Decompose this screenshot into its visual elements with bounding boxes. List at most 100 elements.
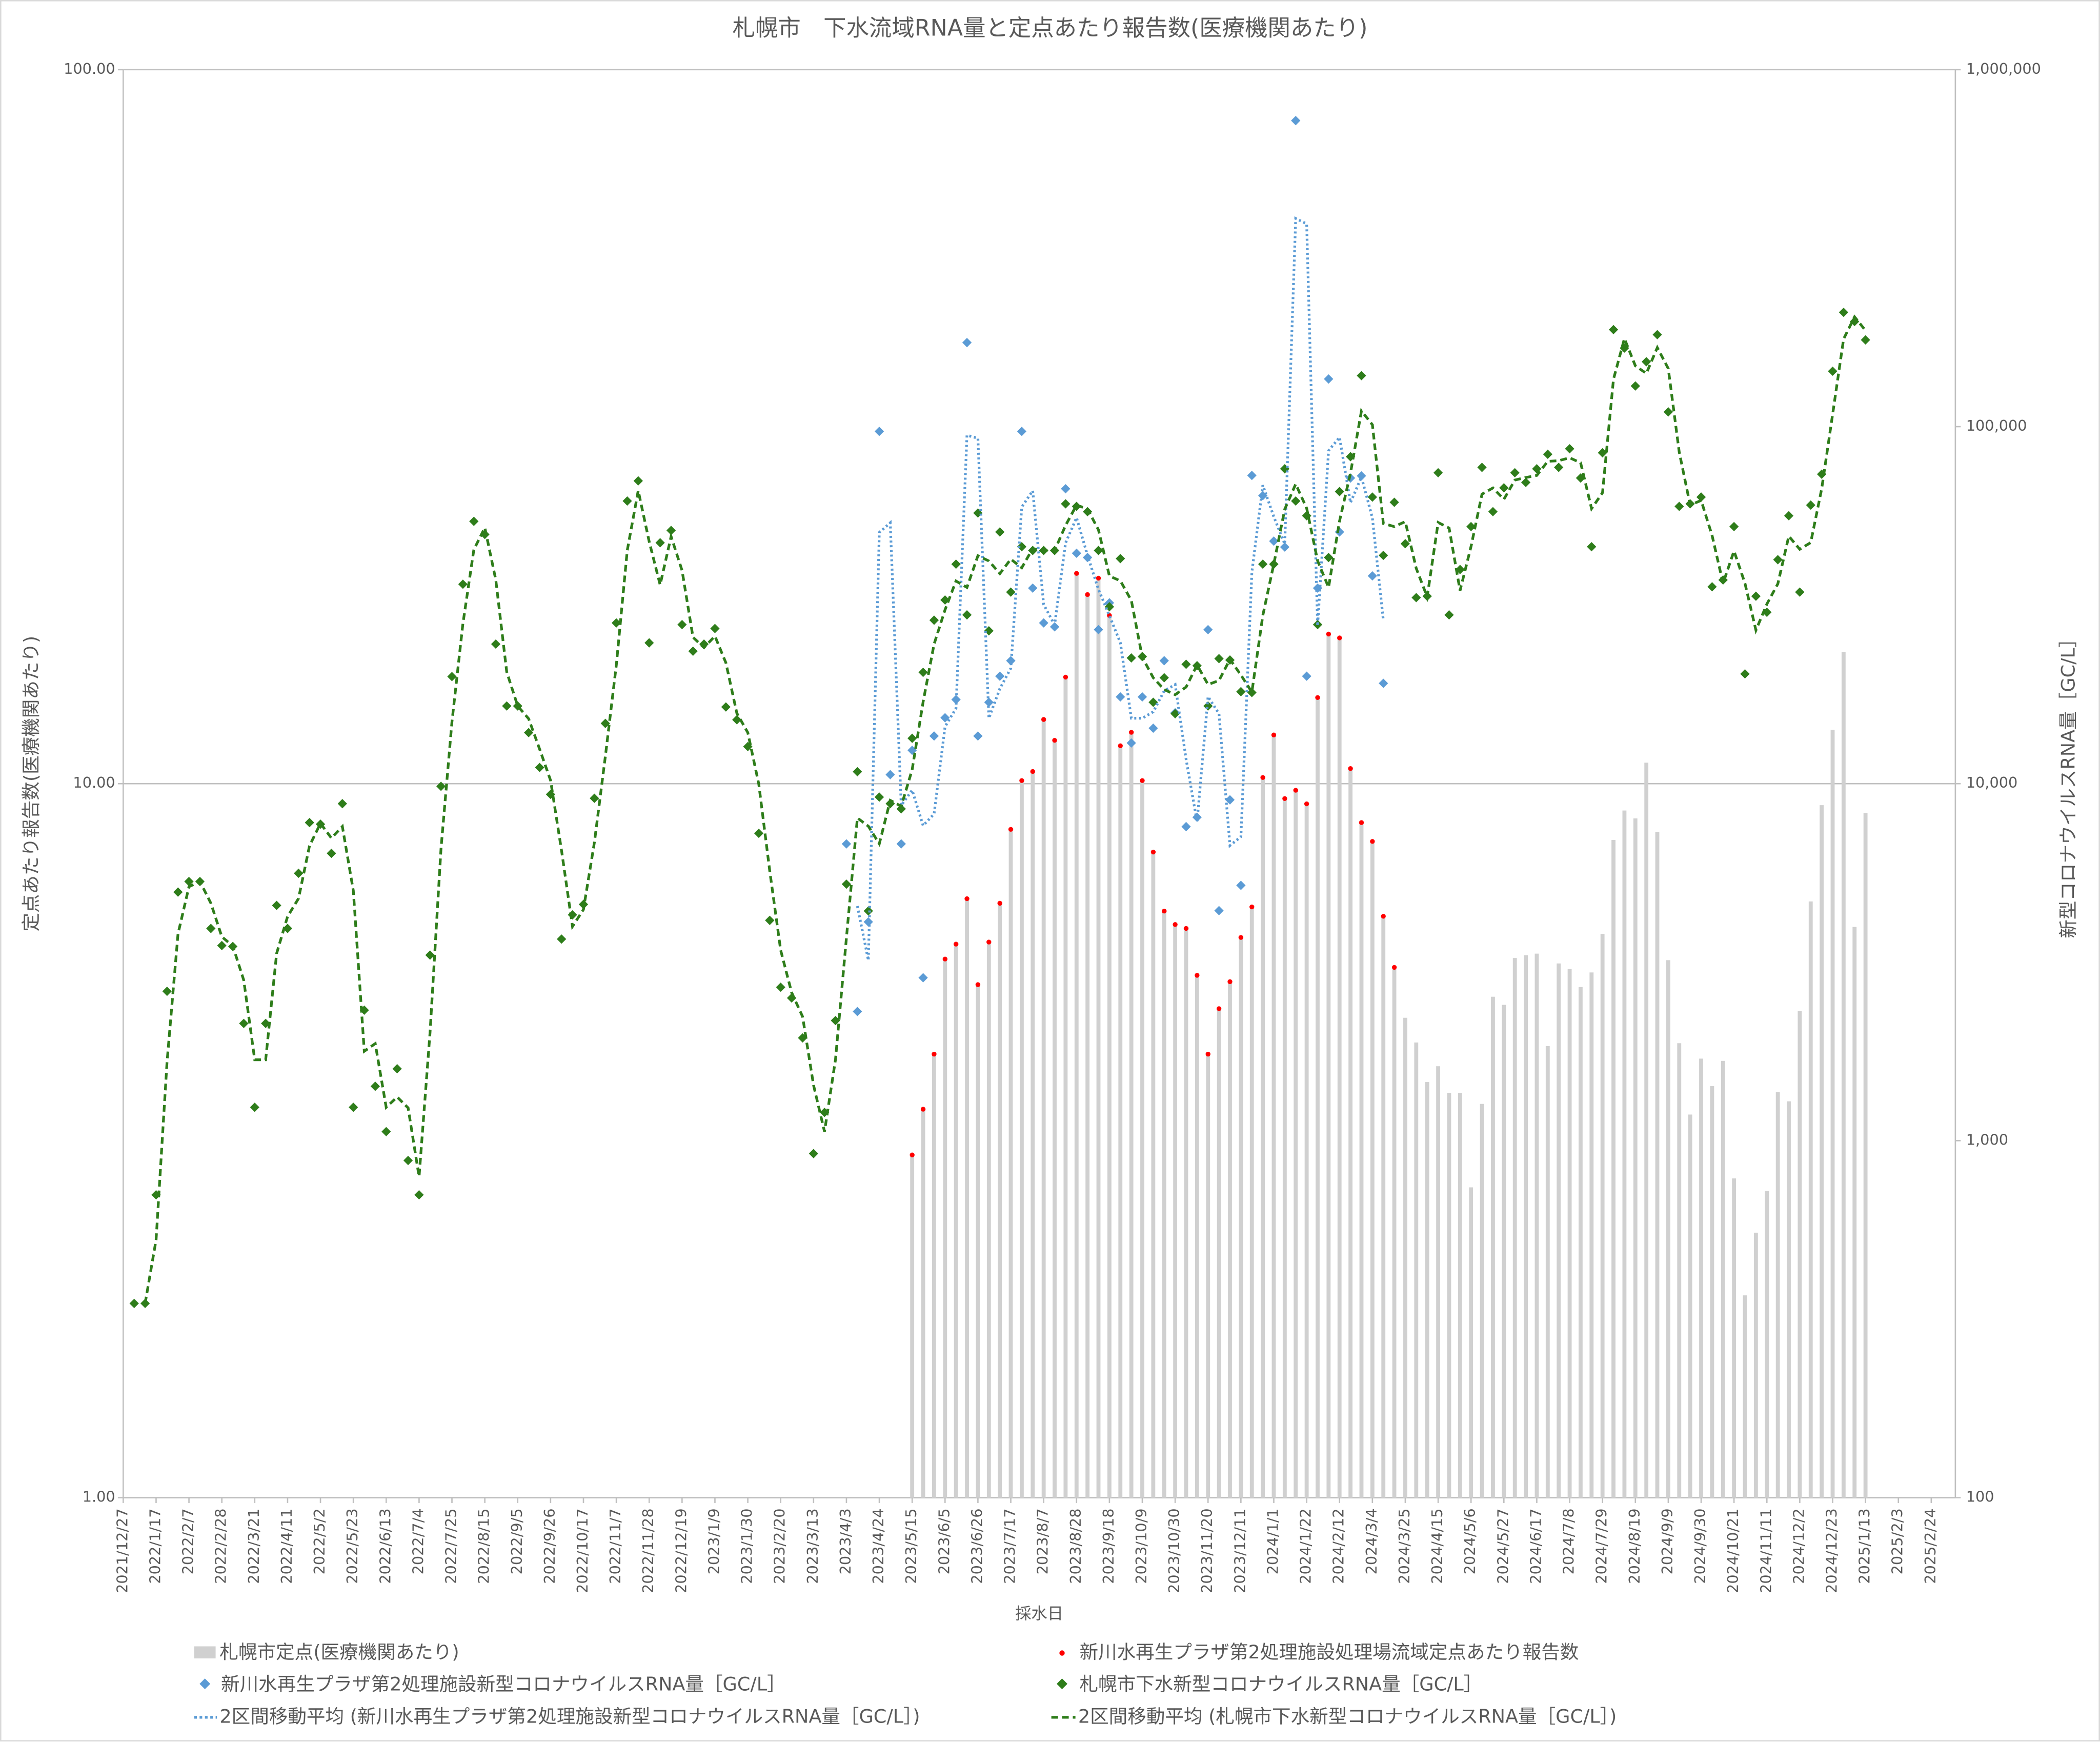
x-tick-label: 2024/12/23 xyxy=(1823,1508,1841,1593)
data-point xyxy=(1488,507,1498,516)
bar xyxy=(1841,652,1846,1498)
x-tick-label: 2023/1/30 xyxy=(738,1508,756,1584)
data-point xyxy=(1315,695,1320,700)
data-point xyxy=(1359,820,1364,825)
data-point xyxy=(1707,582,1717,592)
x-tick-label: 2024/10/21 xyxy=(1724,1508,1742,1593)
data-point xyxy=(1052,737,1057,743)
data-point xyxy=(1400,539,1410,549)
x-tick-label: 2024/7/29 xyxy=(1593,1508,1610,1584)
bar xyxy=(1798,1011,1802,1498)
data-point xyxy=(1696,492,1706,502)
data-point xyxy=(920,1107,926,1112)
x-tick-label: 2024/5/6 xyxy=(1461,1508,1479,1574)
data-point xyxy=(557,934,567,944)
data-point xyxy=(962,610,972,620)
data-point xyxy=(1150,849,1156,855)
bar xyxy=(1294,790,1298,1498)
x-tick-label: 2024/9/30 xyxy=(1691,1508,1709,1584)
data-point xyxy=(1227,979,1233,985)
data-point xyxy=(688,646,698,656)
data-point xyxy=(995,671,1005,681)
bar xyxy=(1579,987,1583,1498)
x-tick-label: 2023/1/9 xyxy=(705,1508,722,1574)
x-tick-label: 2022/6/13 xyxy=(376,1508,394,1584)
bar xyxy=(921,1109,925,1498)
bar xyxy=(1491,996,1495,1498)
data-point xyxy=(964,896,970,902)
bar xyxy=(1085,594,1090,1498)
data-point xyxy=(1389,497,1399,507)
bar xyxy=(1326,634,1331,1498)
bar xyxy=(1074,573,1079,1498)
data-point xyxy=(1326,631,1331,637)
data-point xyxy=(1017,542,1027,552)
bar xyxy=(1644,763,1649,1498)
data-point xyxy=(1173,922,1178,927)
bar xyxy=(1206,1054,1210,1498)
data-point xyxy=(173,887,183,897)
data-point xyxy=(436,782,446,791)
bar xyxy=(1425,1082,1429,1498)
bar xyxy=(1228,982,1232,1498)
y2-tick-label: 100 xyxy=(1966,1488,1994,1506)
data-point xyxy=(294,868,304,878)
x-tick-label: 2025/2/3 xyxy=(1889,1508,1906,1574)
data-point xyxy=(1784,511,1794,520)
data-point xyxy=(1181,659,1191,669)
x-tick-label: 2023/12/11 xyxy=(1231,1508,1248,1593)
bar xyxy=(1370,841,1375,1498)
y2-tick-label: 1,000,000 xyxy=(1966,60,2041,77)
bar xyxy=(1447,1093,1451,1498)
data-point xyxy=(1291,496,1301,506)
bar xyxy=(1261,777,1265,1498)
bar xyxy=(1063,677,1068,1498)
bar xyxy=(1753,1232,1758,1498)
data-point xyxy=(940,713,950,723)
data-point xyxy=(1096,575,1101,581)
bar xyxy=(1633,818,1638,1498)
bar xyxy=(1775,1092,1780,1498)
bar xyxy=(1053,740,1057,1498)
data-point xyxy=(929,731,939,741)
bar xyxy=(1162,911,1166,1498)
data-point xyxy=(1411,593,1421,603)
data-point xyxy=(896,839,906,849)
data-point xyxy=(184,876,194,887)
data-point xyxy=(1740,669,1750,679)
data-point xyxy=(1304,801,1309,807)
x-tick-label: 2024/9/9 xyxy=(1659,1508,1676,1574)
data-point xyxy=(1063,674,1068,680)
bar xyxy=(998,903,1002,1498)
bar xyxy=(1622,810,1627,1498)
bar xyxy=(1721,1060,1725,1498)
data-point xyxy=(655,538,665,548)
data-point xyxy=(1128,730,1134,735)
x-tick-label: 2023/10/30 xyxy=(1165,1508,1183,1593)
data-point xyxy=(975,982,981,987)
data-point xyxy=(1795,587,1805,597)
x-tick-label: 2024/4/15 xyxy=(1428,1508,1446,1584)
x-tick-label: 2022/10/17 xyxy=(574,1508,591,1593)
bar xyxy=(1249,907,1254,1498)
bar xyxy=(910,1155,915,1498)
y2-axis-title: 新型コロナウイルスRNA量［GC/L］ xyxy=(2057,629,2079,938)
legend-label: 2区間移動平均 (新川水再生プラザ第2処理施設新型コロナウイルスRNA量［GC/… xyxy=(219,1705,920,1727)
bar xyxy=(1545,1046,1550,1498)
data-point xyxy=(907,733,917,743)
data-point xyxy=(1181,822,1191,832)
data-point xyxy=(953,942,959,947)
bar xyxy=(1239,937,1243,1498)
bar xyxy=(1096,578,1101,1498)
x-tick-label: 2024/6/17 xyxy=(1527,1508,1544,1584)
data-point xyxy=(918,973,928,983)
data-point xyxy=(896,804,906,814)
y-tick-label: 100.00 xyxy=(64,60,115,77)
data-point xyxy=(1238,935,1244,940)
data-point xyxy=(997,900,1002,906)
bar xyxy=(1348,768,1353,1498)
y2-tick-label: 100,000 xyxy=(1966,417,2027,434)
bar xyxy=(1567,969,1572,1498)
data-point xyxy=(986,939,992,945)
